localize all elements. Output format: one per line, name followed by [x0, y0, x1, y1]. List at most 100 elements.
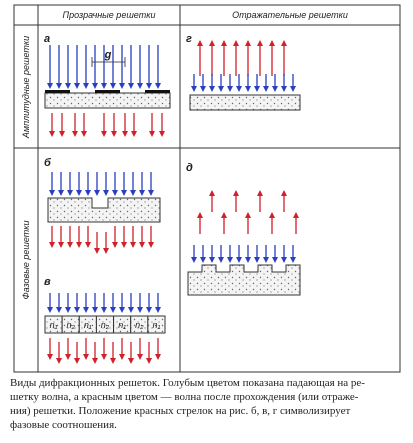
arrow-head	[110, 307, 116, 313]
column-header: Прозрачные решетки	[63, 10, 156, 20]
arrow-head	[83, 354, 89, 360]
arrow-head	[137, 83, 143, 89]
arrow-head	[103, 248, 109, 254]
arrow-head	[233, 40, 239, 46]
arrow-head	[49, 190, 55, 196]
arrow-head	[281, 86, 287, 92]
arrow-head	[290, 257, 296, 263]
arrow-head	[110, 358, 116, 364]
arrow-head	[148, 190, 154, 196]
arrow-head	[281, 40, 287, 46]
panel-label: а	[44, 33, 50, 45]
arrow-head	[200, 86, 206, 92]
arrow-head	[209, 40, 215, 46]
arrow-head	[76, 242, 82, 248]
opaque-strip	[145, 90, 170, 93]
arrow-head	[121, 190, 127, 196]
arrow-head	[122, 131, 128, 137]
panel-label: д	[186, 162, 193, 174]
arrow-head	[281, 257, 287, 263]
arrow-head	[74, 358, 80, 364]
arrow-head	[293, 212, 299, 218]
arrow-head	[149, 131, 155, 137]
arrow-head	[269, 40, 275, 46]
arrow-head	[227, 86, 233, 92]
arrow-head	[85, 242, 91, 248]
arrow-head	[197, 40, 203, 46]
arrow-head	[128, 358, 134, 364]
arrow-head	[254, 86, 260, 92]
arrow-head	[119, 354, 125, 360]
arrow-head	[130, 242, 136, 248]
arrow-head	[137, 354, 143, 360]
dimension-label: g	[104, 49, 112, 61]
arrow-head	[191, 86, 197, 92]
opaque-strip	[95, 90, 120, 93]
arrow-head	[65, 307, 71, 313]
caption-line: ния) решетки. Положение красных стрелок …	[10, 405, 350, 417]
arrow-head	[272, 257, 278, 263]
arrow-head	[200, 257, 206, 263]
arrow-head	[236, 86, 242, 92]
arrow-head	[146, 307, 152, 313]
arrow-head	[47, 354, 53, 360]
cell-label: n₂	[101, 320, 110, 330]
arrow-head	[236, 257, 242, 263]
arrow-head	[155, 307, 161, 313]
arrow-head	[56, 358, 62, 364]
row-header: Фазовые решетки	[21, 220, 31, 299]
arrow-head	[128, 83, 134, 89]
cell-label: n₁	[118, 320, 126, 330]
cell-label: n₁	[84, 320, 92, 330]
arrow-head	[130, 190, 136, 196]
arrow-head	[227, 257, 233, 263]
arrow-head	[94, 248, 100, 254]
arrow-head	[263, 86, 269, 92]
arrow-head	[221, 40, 227, 46]
arrow-head	[59, 131, 65, 137]
arrow-head	[128, 307, 134, 313]
arrow-head	[101, 354, 107, 360]
arrow-head	[245, 212, 251, 218]
arrow-head	[257, 40, 263, 46]
arrow-head	[272, 86, 278, 92]
cell-label: n₁	[152, 320, 160, 330]
arrow-head	[119, 83, 125, 89]
arrow-head	[65, 83, 71, 89]
arrow-head	[221, 212, 227, 218]
arrow-head	[218, 257, 224, 263]
cell-label: n₁	[50, 320, 58, 330]
arrow-head	[83, 307, 89, 313]
arrow-head	[103, 190, 109, 196]
arrow-head	[131, 131, 137, 137]
caption-line: шетку волна, а красным цветом — волна по…	[10, 391, 359, 403]
arrow-head	[101, 131, 107, 137]
arrow-head	[49, 242, 55, 248]
arrow-head	[47, 83, 53, 89]
plate	[47, 197, 161, 223]
arrow-head	[101, 307, 107, 313]
arrow-head	[245, 257, 251, 263]
caption-line: фазовые соотношения.	[10, 419, 117, 431]
arrow-head	[155, 83, 161, 89]
arrow-head	[101, 83, 107, 89]
table-frame	[13, 4, 401, 373]
arrow-head	[47, 307, 53, 313]
arrow-head	[257, 190, 263, 196]
arrow-head	[58, 242, 64, 248]
arrow-head	[209, 190, 215, 196]
arrow-head	[121, 242, 127, 248]
opaque-strip	[45, 90, 70, 93]
arrow-head	[74, 83, 80, 89]
cell-label: n₂	[66, 320, 75, 330]
arrow-head	[197, 212, 203, 218]
arrow-head	[56, 83, 62, 89]
arrow-head	[245, 86, 251, 92]
dimension-g	[91, 57, 126, 67]
panel-label: г	[186, 33, 192, 45]
arrow-head	[233, 190, 239, 196]
panel-label: б	[44, 157, 52, 169]
arrow-head	[72, 131, 78, 137]
arrow-head	[137, 307, 143, 313]
